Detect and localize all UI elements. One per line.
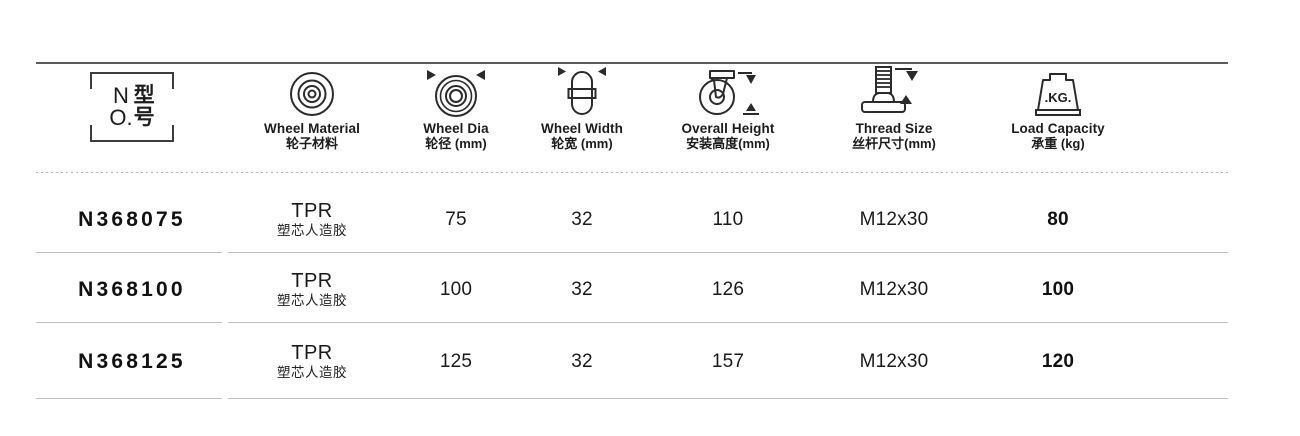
- wheel-concentric-circles-icon: [288, 70, 336, 118]
- header-label-cn-wheel-dia: 轮径 (mm): [425, 136, 487, 151]
- model-icon-letter-n: N: [113, 83, 129, 108]
- header-label-en-wheel-dia: Wheel Dia: [423, 121, 489, 136]
- cell-thread-size: M12x30: [859, 279, 929, 300]
- cell-wheel-material: TPR 塑芯人造胶: [228, 271, 396, 309]
- cell-wheel-width: 32: [571, 279, 593, 300]
- header-label-en-load-capacity: Load Capacity: [1011, 121, 1105, 136]
- table-top-border: [36, 62, 1228, 64]
- cell-wheel-material: TPR 塑芯人造胶: [228, 201, 396, 239]
- header-label-cn-load-capacity: 承重 (kg): [1031, 136, 1085, 151]
- header-label-en-wheel-width: Wheel Width: [541, 121, 623, 136]
- model-icon-cjk-xing: 型: [133, 84, 155, 107]
- load-capacity-icon-text: .KG.: [1045, 90, 1072, 105]
- cell-load-capacity: 80: [1047, 209, 1069, 230]
- caster-spec-table: N O. 型 号: [36, 0, 1228, 436]
- material-cn: 塑芯人造胶: [277, 223, 347, 238]
- row-divider: [36, 252, 222, 253]
- table-row: N368125 TPR 塑芯人造胶 125 32 157 M12x30 120: [36, 328, 1228, 396]
- wheel-width-icon: [549, 67, 615, 118]
- header-cell-load-capacity: .KG. Load Capacity 承重 (kg): [980, 70, 1136, 170]
- cell-wheel-width: 32: [571, 209, 593, 230]
- table-header-row: N O. 型 号: [36, 66, 1228, 170]
- table-row: N368100 TPR 塑芯人造胶 100 32 126 M12x30 100: [36, 256, 1228, 324]
- table-row: N368075 TPR 塑芯人造胶 75 32 110 M12x30 80: [36, 186, 1228, 254]
- header-label-en-wheel-material: Wheel Material: [264, 121, 360, 136]
- cell-wheel-width: 32: [571, 351, 593, 372]
- header-label-cn-overall-height: 安装高度(mm): [686, 136, 770, 151]
- model-number-box-icon: N O. 型 号: [90, 70, 174, 144]
- model-icon-cjk-hao: 号: [133, 106, 155, 129]
- cell-overall-height: 110: [712, 209, 744, 230]
- cell-wheel-dia: 100: [439, 279, 473, 300]
- header-cell-model-no: N O. 型 号: [36, 70, 228, 170]
- row-divider: [228, 322, 1228, 323]
- cell-wheel-dia: 75: [445, 209, 467, 230]
- cell-overall-height: 126: [711, 279, 745, 300]
- header-cell-thread-size: Thread Size 丝杆尺寸(mm): [808, 66, 980, 170]
- cell-model-no: N368100: [78, 278, 186, 301]
- header-label-cn-wheel-width: 轮宽 (mm): [551, 136, 613, 151]
- header-dashed-divider: [36, 172, 1228, 173]
- row-divider: [36, 398, 222, 399]
- cell-load-capacity: 120: [1041, 351, 1075, 372]
- cell-model-no: N368125: [78, 350, 186, 373]
- material-en: TPR: [291, 342, 333, 364]
- cell-model-no: N368075: [78, 208, 186, 231]
- header-cell-overall-height: Overall Height 安装高度(mm): [648, 70, 808, 170]
- threaded-stem-icon: [854, 66, 934, 118]
- wheel-diameter-icon: [417, 70, 495, 118]
- cell-thread-size: M12x30: [859, 351, 929, 372]
- caster-overall-height-icon: [690, 70, 766, 118]
- header-cell-wheel-material: Wheel Material 轮子材料: [228, 70, 396, 170]
- header-cell-wheel-width: Wheel Width 轮宽 (mm): [516, 67, 648, 170]
- cell-thread-size: M12x30: [859, 209, 929, 230]
- cell-wheel-dia: 125: [439, 351, 473, 372]
- row-divider: [36, 322, 222, 323]
- header-label-en-overall-height: Overall Height: [681, 121, 775, 136]
- header-cell-wheel-dia: Wheel Dia 轮径 (mm): [396, 70, 516, 170]
- header-label-cn-wheel-material: 轮子材料: [285, 136, 338, 151]
- row-divider: [228, 252, 1228, 253]
- cell-load-capacity: 100: [1041, 279, 1075, 300]
- cell-overall-height: 157: [711, 351, 745, 372]
- row-divider: [228, 398, 1228, 399]
- header-label-en-thread-size: Thread Size: [855, 121, 933, 136]
- material-en: TPR: [291, 270, 333, 292]
- model-icon-letter-o: O.: [109, 105, 133, 130]
- cell-wheel-material: TPR 塑芯人造胶: [228, 343, 396, 381]
- header-label-cn-thread-size: 丝杆尺寸(mm): [852, 136, 936, 151]
- material-cn: 塑芯人造胶: [277, 293, 347, 308]
- load-capacity-weight-icon: .KG.: [1026, 70, 1090, 118]
- material-cn: 塑芯人造胶: [277, 365, 347, 380]
- material-en: TPR: [291, 200, 333, 222]
